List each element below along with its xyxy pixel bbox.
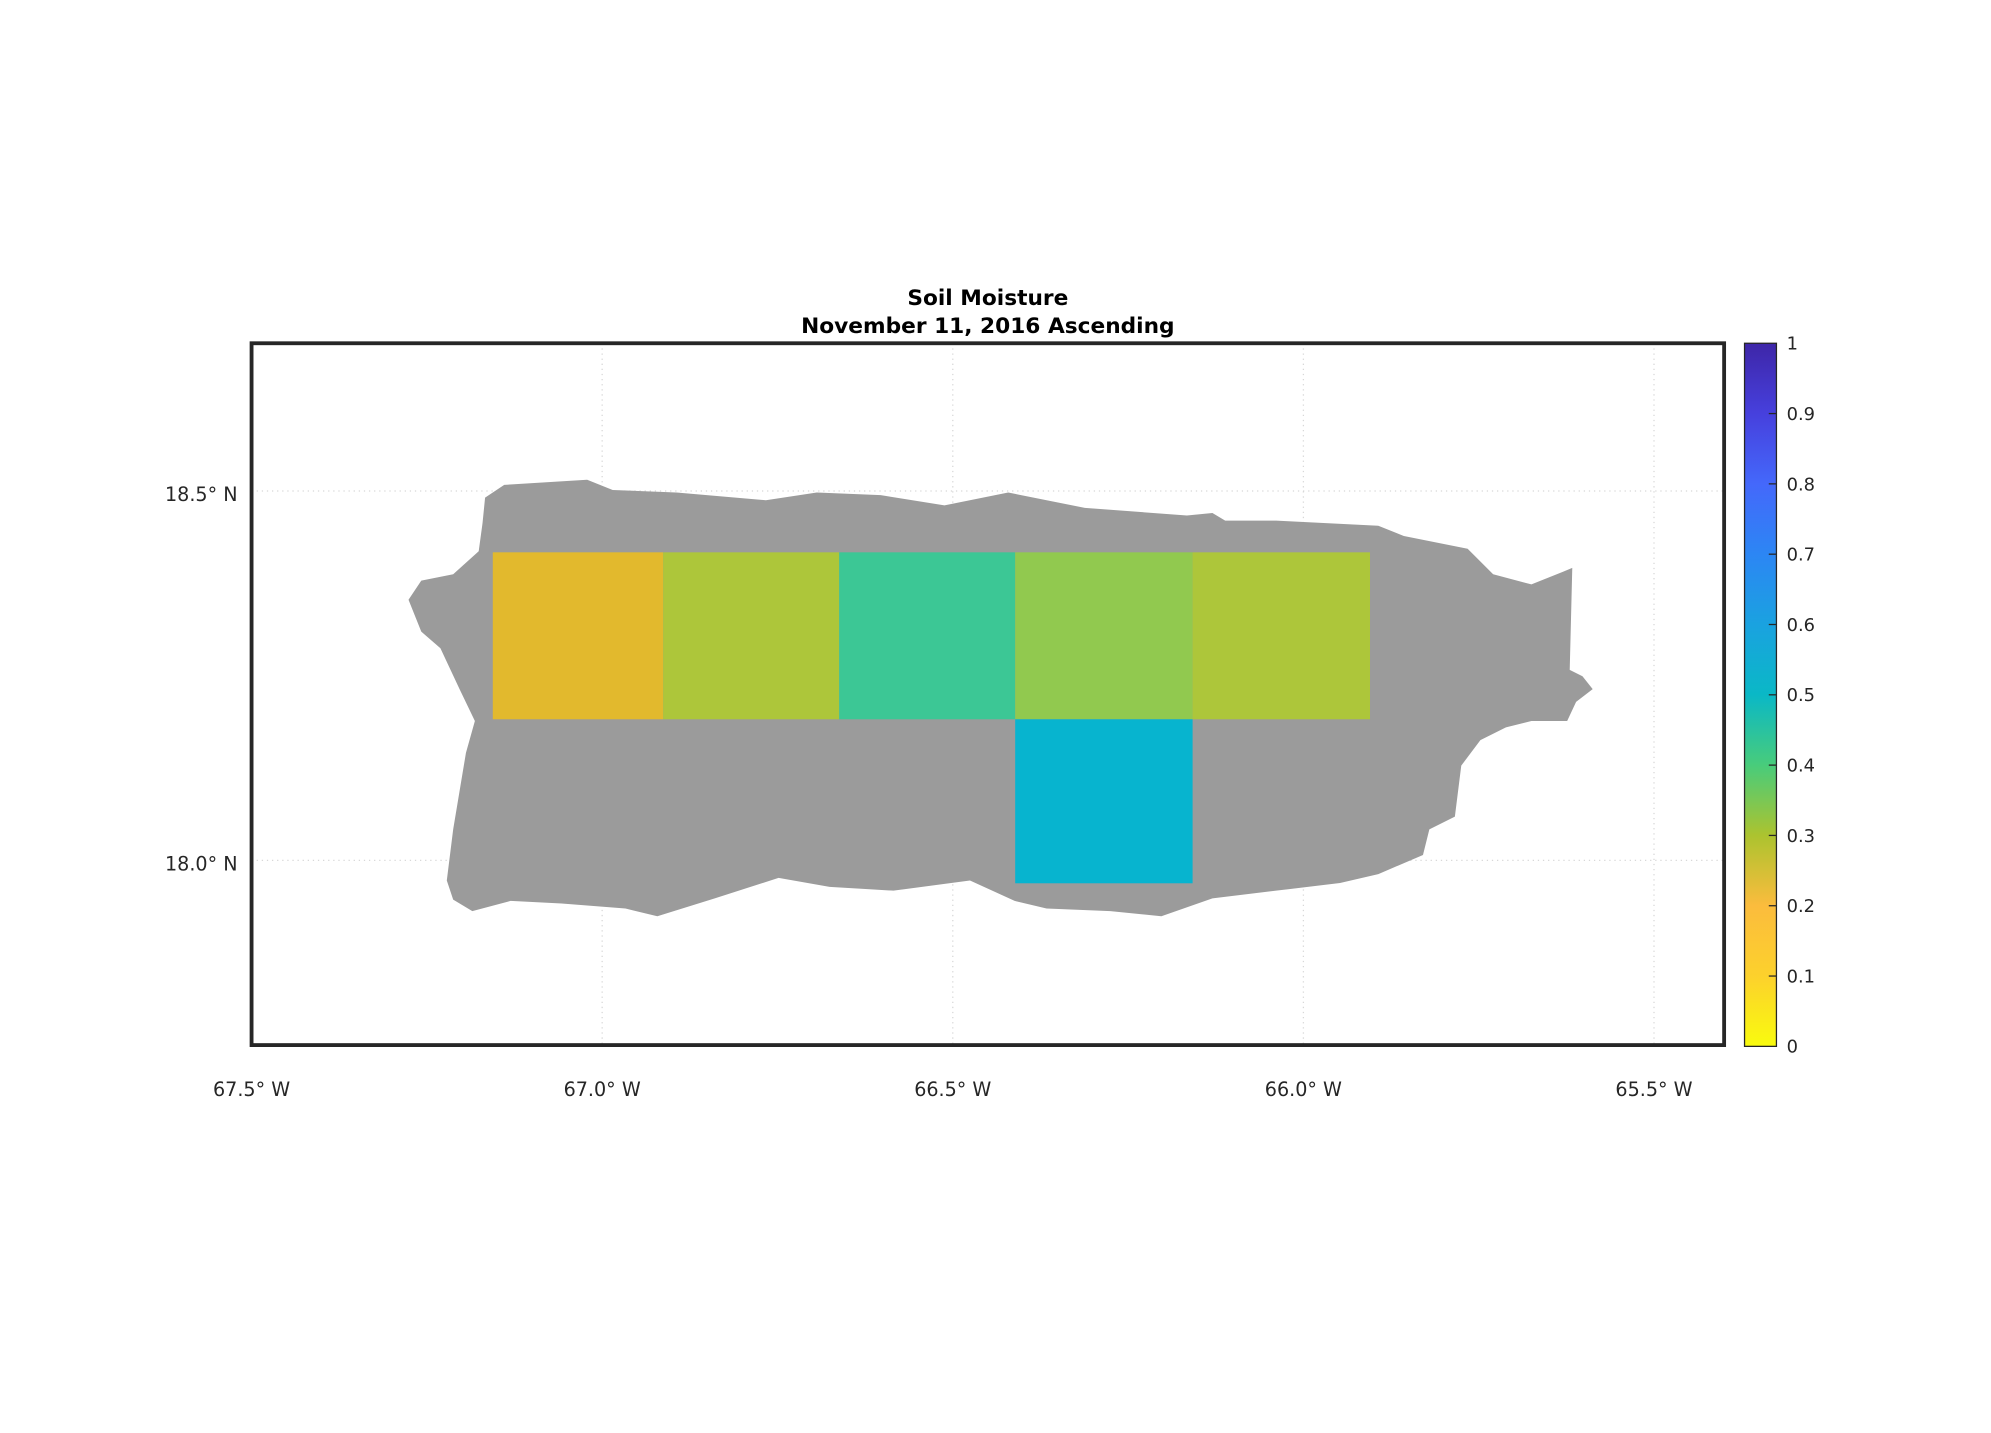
colorbar-tick-label: 1 (1787, 334, 1798, 355)
y-tick-label: 18.5° N (165, 483, 238, 506)
y-tick-label: 18.0° N (165, 853, 238, 876)
data-cell-5 (1015, 719, 1193, 884)
colorbar-tick-label: 0 (1787, 1037, 1798, 1058)
x-tick-labels: 67.5° W 67.0° W 66.5° W 66.0° W 65.5° W (213, 1078, 1693, 1101)
colorbar-tick-label: 0.1 (1787, 966, 1815, 987)
x-tick-label: 67.0° W (564, 1078, 641, 1101)
colorbar-tick-label: 0.3 (1787, 826, 1815, 847)
x-tick-label: 65.5° W (1615, 1078, 1692, 1101)
data-cell-4 (1192, 552, 1371, 720)
data-cells (492, 552, 1371, 884)
data-cell-1 (663, 552, 840, 720)
colorbar-tick-label: 0.6 (1787, 615, 1815, 636)
data-cell-3 (1015, 552, 1193, 720)
colorbar-tick-label: 0.5 (1787, 685, 1815, 706)
x-tick-label: 66.0° W (1265, 1078, 1342, 1101)
colorbar-ticks: 0 0.1 0.2 0.3 0.4 0.5 0.6 0.7 0.8 0.9 1 (1768, 334, 1815, 1058)
y-tick-labels: 18.0° N 18.5° N (165, 483, 238, 875)
colorbar-tick-label: 0.7 (1787, 545, 1815, 566)
colorbar-tick-label: 0.8 (1787, 474, 1815, 495)
axes-frame (249, 341, 1727, 1047)
colorbar-tick-label: 0.2 (1787, 896, 1815, 917)
x-tick-label: 67.5° W (213, 1078, 290, 1101)
colorbar-tick-label: 0.4 (1787, 755, 1815, 776)
x-tick-label: 66.5° W (914, 1078, 991, 1101)
chart-subtitle: November 11, 2016 Ascending (801, 314, 1174, 339)
chart-title: Soil Moisture (907, 286, 1068, 311)
data-cell-0 (492, 552, 664, 720)
data-cell-2 (839, 552, 1016, 720)
colorbar-tick-label: 0.9 (1787, 404, 1815, 425)
